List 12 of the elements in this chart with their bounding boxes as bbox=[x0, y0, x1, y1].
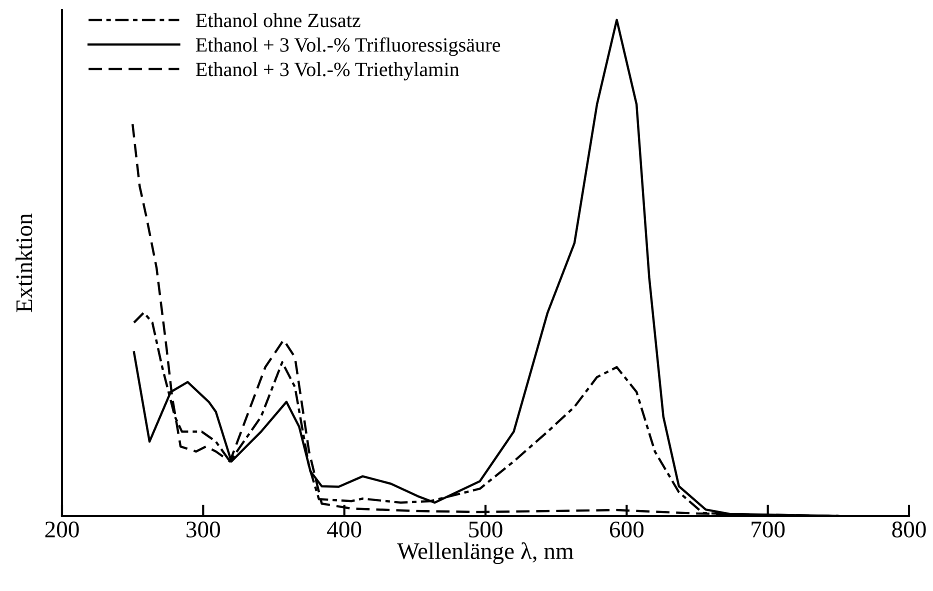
x-tick-label: 300 bbox=[186, 522, 220, 538]
x-tick-label: 500 bbox=[469, 522, 502, 538]
x-tick-label: 200 bbox=[45, 522, 79, 538]
x-tick-label: 700 bbox=[752, 522, 785, 538]
x-tick-label: 800 bbox=[892, 522, 926, 538]
legend-label: Ethanol ohne Zusatz bbox=[196, 13, 360, 28]
legend-label: Ethanol + 3 Vol.-% Trifluoressigsäure bbox=[196, 37, 500, 56]
legend-label: Ethanol + 3 Vol.-% Triethylamin bbox=[196, 62, 460, 80]
y-axis-title: Extinktion bbox=[16, 214, 32, 312]
x-tick-label: 400 bbox=[327, 522, 362, 538]
x-tick-label: 600 bbox=[610, 522, 644, 538]
x-axis-title: Wellenlänge λ, nm bbox=[397, 542, 574, 564]
